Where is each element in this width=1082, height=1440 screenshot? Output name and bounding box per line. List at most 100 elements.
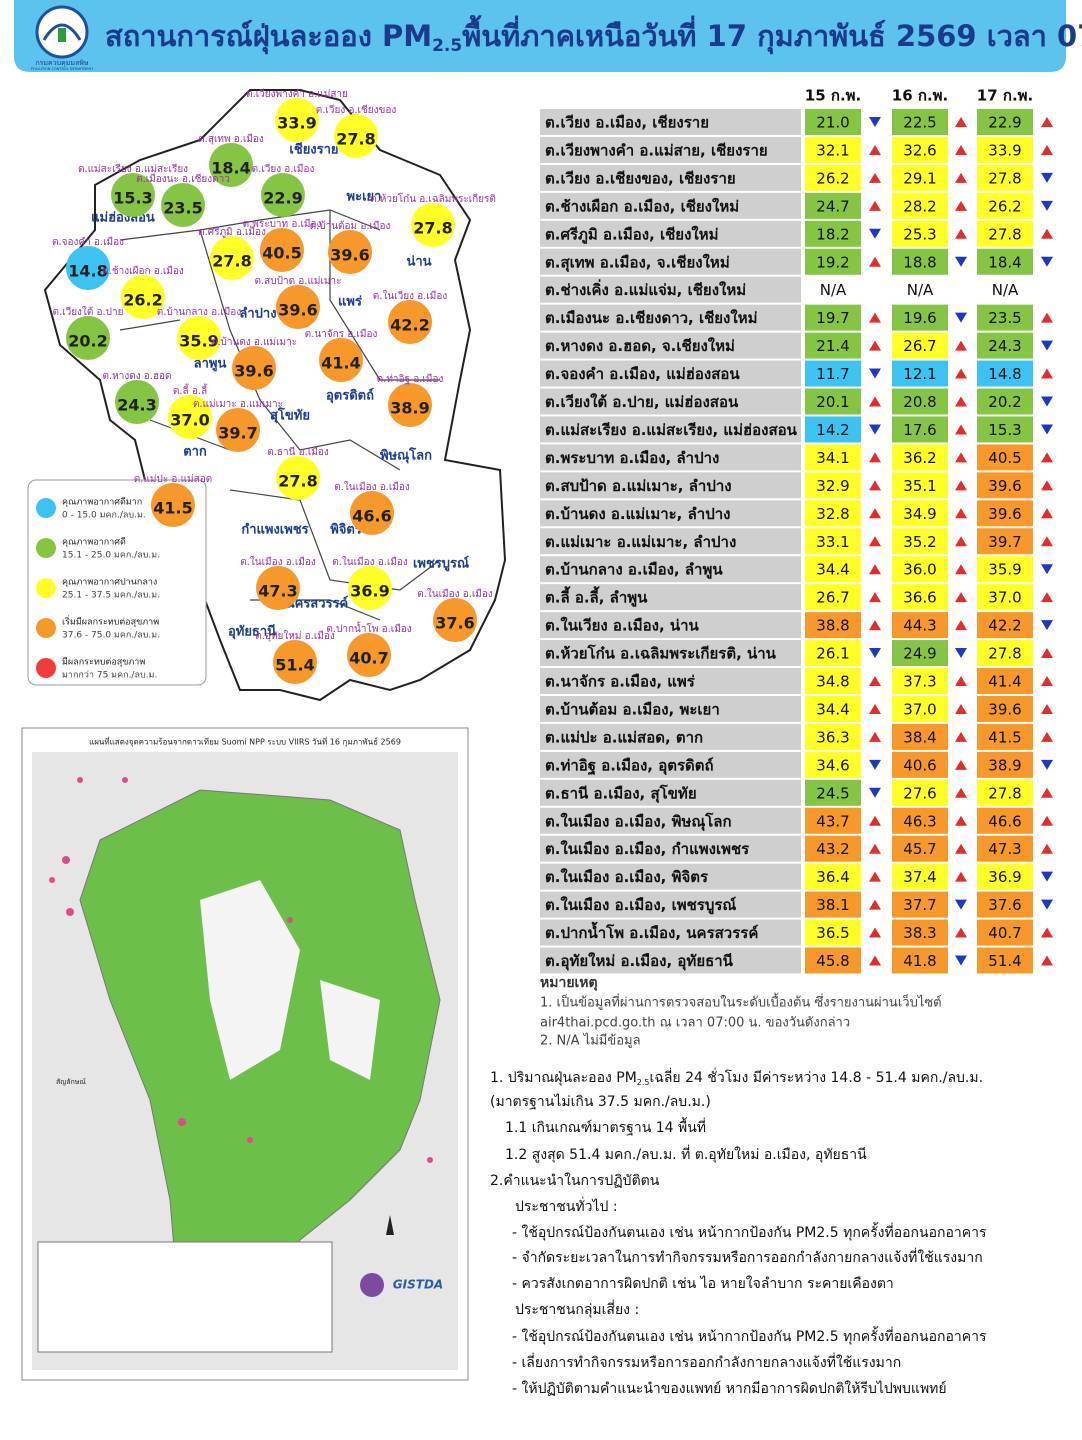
value-text: 46.3 [903,812,936,830]
station-name: ต.ศรีภูมิ อ.เมือง, เชียงใหม่ [545,225,719,244]
station-name-cell [540,416,801,443]
value-cell [977,779,1033,806]
legend-title: คุณภาพอากาศดี [62,537,126,548]
value-text: 37.0 [903,700,936,718]
trend-arrow [869,815,881,826]
value-text: 35.2 [903,533,936,551]
station-value: 51.4 [275,656,314,675]
hotspot-credit: GISTDA [393,1278,443,1292]
station-name-cell [540,751,801,778]
value-text: 43.2 [816,840,849,858]
station-name-cell [540,192,801,219]
value-cell [977,472,1033,499]
notes-heading: หมายเหตุ [540,975,598,991]
value-text: 28.2 [903,197,936,215]
trend-arrow [869,676,881,686]
trend-arrow [955,592,967,603]
value-cell [977,807,1033,834]
trend-arrow [955,340,967,351]
value-cell [892,556,948,583]
value-text: 39.6 [988,700,1021,718]
legend-range: มากกว่า 75 มคก./ลบ.ม. [62,671,157,681]
station-bubble [121,275,165,319]
trend-arrow [869,955,881,966]
logo-name: กรมควบคุมมลพิษ [35,59,88,67]
station-label: ต.หางดง อ.ฮอด [102,371,171,382]
station-bubble [433,598,477,642]
value-text: 24.7 [816,197,849,215]
trend-arrow [869,648,881,659]
value-cell [892,919,948,946]
value-cell [892,136,948,163]
legend-range: 37.6 - 75.0 มคก./ลบ.ม. [62,631,160,641]
value-cell [977,444,1033,471]
station-value: 39.7 [218,424,257,443]
hotspot-legend-title: สัญลักษณ์ [56,1078,86,1086]
trend-arrow [1041,871,1053,882]
value-cell [892,220,948,247]
station-label: ต.ช้างเผือก อ.เมือง [102,265,184,277]
value-cell [892,612,948,639]
station-name-cell [540,779,801,806]
station-value: 40.5 [262,244,301,263]
trend-arrow [869,787,881,798]
page-title: สถานการณ์ฝุ่นละออง PM2.5พื้นที่ภาคเหนือว… [105,14,1082,56]
value-text: 26.1 [816,645,849,663]
trend-arrow [1041,256,1053,267]
legend-title: มีผลกระทบต่อสุขภาพ [62,657,145,668]
station-name: ต.ช่างเคิ่ง อ.แม่แจ่ม, เชียงใหม่ [545,279,746,299]
station-bubble [411,203,455,247]
station-bubble [111,173,155,217]
title-sub: 2.5 [432,36,462,56]
trend-arrow [955,368,967,379]
station-name-cell [540,472,801,499]
value-text: 38.9 [988,756,1021,774]
trend-arrow [955,172,967,183]
value-cell [805,220,861,247]
trend-arrow [955,117,967,127]
station-value: 37.6 [435,614,474,633]
value-text: 25.3 [903,225,936,243]
station-bubble [276,456,320,500]
province-label: พิจิตร [330,523,362,538]
station-name: ต.ปากน้ำโพ อ.เมือง, นครสวรรค์ [545,921,758,942]
station-value: 18.4 [211,159,250,178]
trend-arrow [1041,564,1053,575]
station-name: ต.ในเมือง อ.เมือง, พิษณุโลก [545,811,732,831]
value-cell [977,863,1033,890]
value-cell [805,109,861,135]
value-cell [977,109,1033,135]
value-text: 36.3 [816,728,849,746]
value-cell [892,695,948,722]
station-label: ต.ในเมือง อ.เมือง [334,481,410,493]
value-cell [805,807,861,834]
value-cell [892,779,948,806]
station-label: ต.เวียงใต้ อ.ปาย [52,306,123,318]
trend-arrow [869,452,881,463]
station-name-cell [540,612,801,639]
trend-arrow [955,871,967,882]
trend-arrow [1041,452,1053,463]
province-label: เพชรบูรณ์ [413,556,469,572]
station-name-cell [540,500,801,527]
province-label: น่าน [406,255,431,270]
station-bubble [209,143,253,187]
station-value: 35.9 [179,332,218,351]
trend-arrow [955,396,967,407]
station-name: ต.ธานี อ.เมือง, สุโขทัย [545,783,697,803]
station-name-cell [540,695,801,722]
station-value: 26.2 [123,291,162,310]
value-text: 14.8 [988,365,1021,383]
value-cell [805,947,861,974]
value-text: 37.3 [903,673,936,691]
trend-arrow [869,592,881,603]
value-cell [892,192,948,219]
legend-swatch [36,498,56,518]
value-text: 27.8 [988,645,1021,663]
value-text: 19.2 [816,253,849,271]
station-name-cell [540,332,801,359]
value-cell [977,220,1033,247]
trend-arrow [955,759,967,770]
station-bubble [161,183,205,227]
